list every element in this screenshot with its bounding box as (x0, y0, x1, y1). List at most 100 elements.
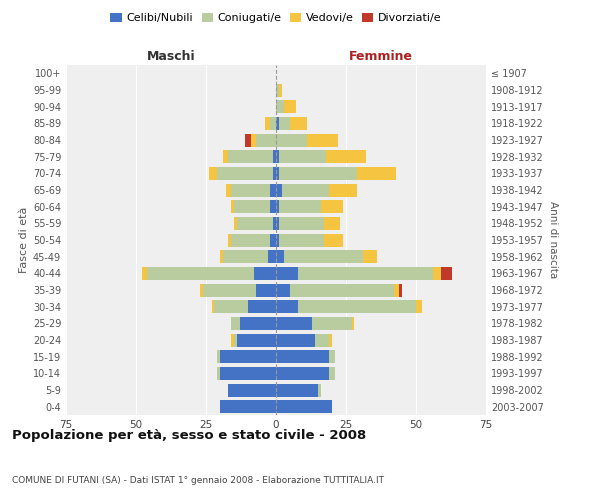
Bar (254, 267, 276, 280)
Text: COMUNE DI FUTANI (SA) - Dati ISTAT 1° gennaio 2008 - Elaborazione TUTTITALIA.IT: COMUNE DI FUTANI (SA) - Dati ISTAT 1° ge… (12, 476, 384, 485)
Bar (271, 200, 276, 213)
Bar (220, 350, 276, 363)
Bar (231, 200, 234, 213)
Bar (273, 150, 276, 163)
Bar (416, 300, 422, 313)
Bar (357, 167, 397, 180)
Bar (229, 384, 276, 396)
Legend: Celibi/Nubili, Coniugati/e, Vedovi/e, Divorziati/e: Celibi/Nubili, Coniugati/e, Vedovi/e, Di… (108, 10, 444, 26)
Bar (329, 184, 357, 196)
Bar (321, 200, 343, 213)
Bar (226, 184, 231, 196)
Bar (223, 250, 268, 263)
Bar (142, 267, 147, 280)
Bar (276, 317, 313, 330)
Bar (271, 117, 276, 130)
Bar (223, 150, 229, 163)
Bar (256, 284, 276, 296)
Bar (276, 167, 279, 180)
Bar (229, 150, 273, 163)
Bar (329, 334, 332, 346)
Bar (276, 84, 279, 96)
Bar (276, 250, 284, 263)
Bar (234, 334, 237, 346)
Bar (276, 217, 279, 230)
Y-axis label: Fasce di età: Fasce di età (19, 207, 29, 273)
Bar (271, 184, 276, 196)
Text: Femmine: Femmine (349, 50, 413, 62)
Bar (217, 350, 220, 363)
Bar (279, 217, 323, 230)
Bar (239, 317, 276, 330)
Bar (279, 234, 323, 246)
Bar (245, 134, 251, 146)
Bar (313, 317, 352, 330)
Bar (234, 200, 271, 213)
Bar (273, 167, 276, 180)
Bar (433, 267, 441, 280)
Bar (276, 100, 284, 113)
Bar (363, 250, 377, 263)
Bar (276, 150, 279, 163)
Bar (276, 367, 329, 380)
Bar (284, 250, 363, 263)
Bar (323, 217, 340, 230)
Bar (217, 367, 220, 380)
Bar (265, 117, 271, 130)
Bar (231, 317, 239, 330)
Y-axis label: Anni di nascita: Anni di nascita (548, 202, 557, 278)
Bar (279, 167, 357, 180)
Bar (298, 267, 433, 280)
Bar (276, 384, 318, 396)
Bar (200, 284, 203, 296)
Bar (399, 284, 402, 296)
Bar (307, 134, 338, 146)
Bar (276, 300, 298, 313)
Bar (276, 200, 279, 213)
Bar (229, 234, 231, 246)
Bar (329, 367, 335, 380)
Bar (276, 134, 307, 146)
Bar (217, 167, 273, 180)
Bar (326, 150, 365, 163)
Bar (276, 400, 332, 413)
Bar (248, 300, 276, 313)
Bar (276, 184, 281, 196)
Bar (231, 334, 234, 346)
Bar (220, 367, 276, 380)
Text: Maschi: Maschi (146, 50, 196, 62)
Bar (298, 300, 416, 313)
Bar (237, 217, 273, 230)
Bar (231, 234, 271, 246)
Bar (273, 217, 276, 230)
Bar (276, 350, 329, 363)
Bar (290, 117, 307, 130)
Bar (284, 100, 296, 113)
Bar (231, 184, 271, 196)
Bar (281, 184, 329, 196)
Bar (147, 267, 254, 280)
Bar (279, 84, 281, 96)
Bar (237, 334, 276, 346)
Bar (212, 300, 214, 313)
Bar (276, 334, 315, 346)
Bar (276, 267, 298, 280)
Bar (268, 250, 276, 263)
Bar (352, 317, 355, 330)
Bar (214, 300, 248, 313)
Bar (276, 234, 279, 246)
Bar (251, 134, 256, 146)
Bar (279, 117, 290, 130)
Bar (276, 117, 279, 130)
Bar (290, 284, 394, 296)
Bar (271, 234, 276, 246)
Bar (256, 134, 276, 146)
Bar (394, 284, 399, 296)
Bar (441, 267, 452, 280)
Bar (318, 384, 321, 396)
Bar (220, 250, 223, 263)
Bar (203, 284, 256, 296)
Bar (220, 400, 276, 413)
Bar (276, 284, 290, 296)
Bar (279, 200, 321, 213)
